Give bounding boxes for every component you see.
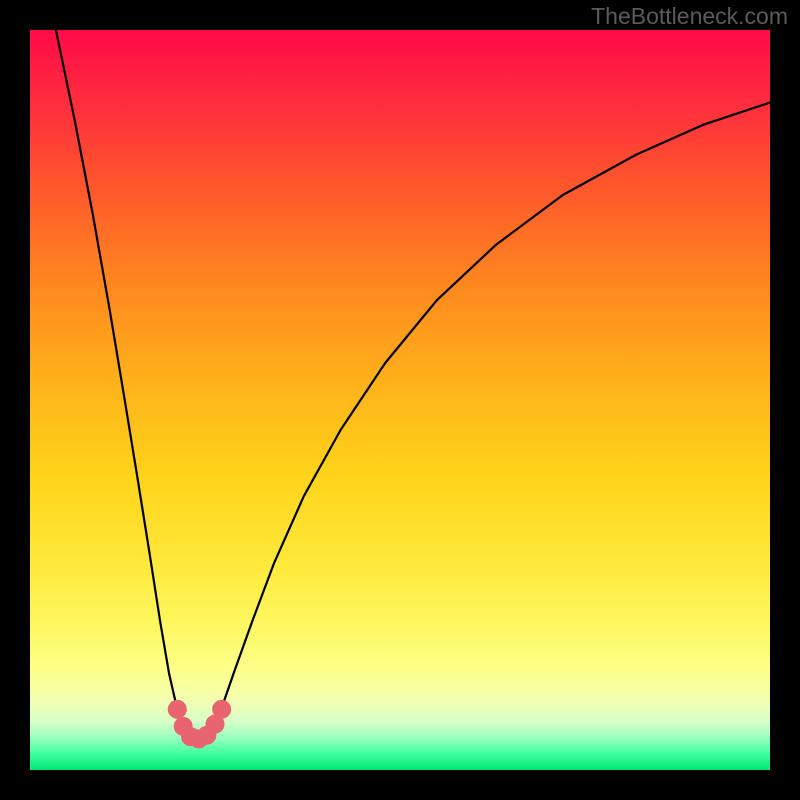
valley-marker (168, 700, 187, 719)
plot-area (30, 30, 770, 770)
gradient-background (30, 30, 770, 770)
valley-marker (212, 700, 231, 719)
watermark-text: TheBottleneck.com (591, 3, 788, 30)
chart-svg (30, 30, 770, 770)
